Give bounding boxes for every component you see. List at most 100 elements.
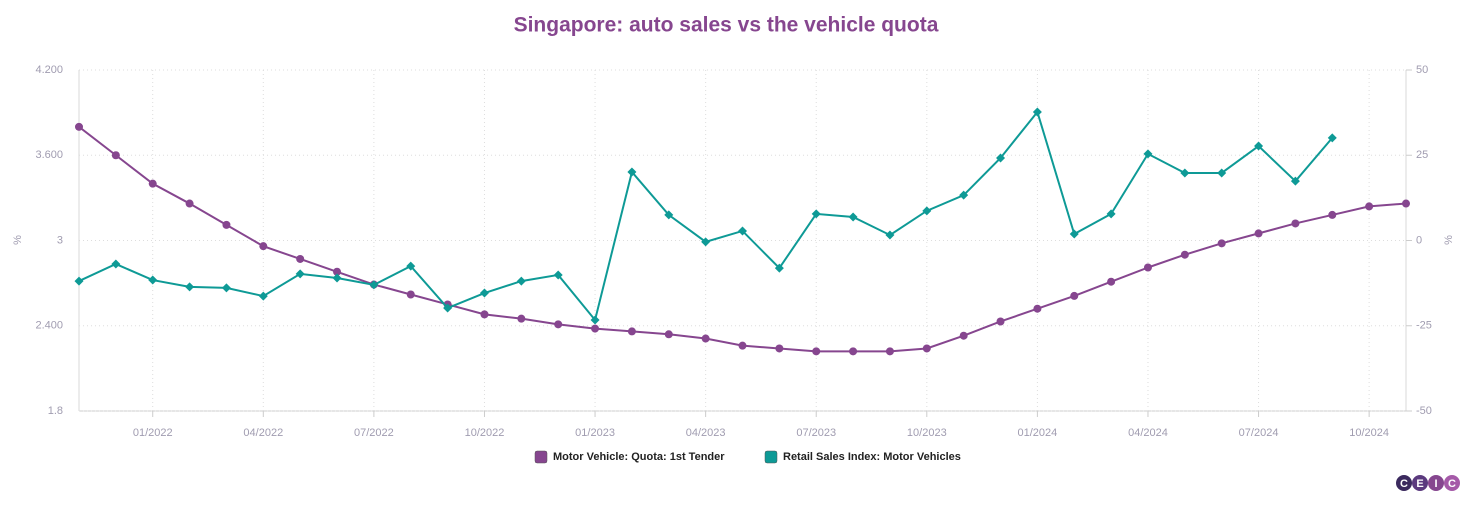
legend-swatch (764, 450, 778, 464)
data-point (1069, 229, 1079, 239)
data-point (111, 151, 120, 160)
logo-letter: I (1434, 478, 1437, 490)
data-point (774, 263, 784, 273)
data-point (516, 276, 526, 286)
series-line (78, 126, 1407, 353)
data-point (1180, 168, 1190, 178)
data-point (1290, 176, 1300, 186)
data-point (1032, 107, 1042, 117)
y2-axis-label: % (1443, 235, 1455, 245)
y-axis-label: % (12, 235, 24, 245)
data-point (148, 275, 158, 285)
data-point (701, 237, 711, 247)
data-point (1254, 229, 1263, 238)
x-tick-label: 04/2023 (686, 427, 726, 439)
data-point (738, 341, 747, 350)
y2-tick-label: -50 (1416, 405, 1432, 417)
data-point (553, 270, 563, 280)
logo-letter: E (1416, 478, 1423, 490)
data-point (775, 344, 784, 353)
x-tick-label: 04/2024 (1128, 427, 1168, 439)
data-point (1106, 209, 1116, 219)
x-tick-label: 01/2024 (1018, 427, 1058, 439)
data-point (185, 199, 194, 208)
data-point (148, 179, 157, 188)
y2-tick-label: 25 (1416, 149, 1428, 161)
logo-dot (1412, 475, 1428, 491)
series-line (78, 109, 1334, 323)
data-point (590, 315, 600, 325)
data-point (517, 314, 526, 323)
data-point (1365, 202, 1374, 211)
data-point (1327, 133, 1337, 143)
data-point (627, 327, 636, 336)
x-tick-label: 04/2022 (243, 427, 283, 439)
y-tick-label: 4.200 (35, 64, 63, 76)
data-point (554, 320, 563, 329)
data-point (848, 212, 858, 222)
x-tick-label: 01/2022 (133, 427, 173, 439)
data-point (406, 261, 416, 271)
data-point (959, 331, 968, 340)
data-point (222, 220, 231, 229)
data-point (369, 280, 379, 290)
x-tick-label: 07/2024 (1239, 427, 1279, 439)
data-point (922, 344, 931, 353)
data-point (1217, 239, 1226, 248)
chart-title: Singapore: auto sales vs the vehicle quo… (514, 14, 939, 37)
data-point (664, 330, 673, 339)
data-point (111, 259, 121, 269)
legend-item: Retail Sales Index: Motor Vehicles (764, 450, 961, 464)
data-point (74, 276, 84, 286)
data-point (296, 254, 305, 263)
data-point (885, 230, 895, 240)
logo-letter: C (1448, 478, 1456, 490)
data-point (738, 226, 747, 236)
logo-dot (1444, 475, 1460, 491)
y-tick-label: 2.400 (35, 320, 63, 332)
data-point (75, 122, 83, 131)
x-tick-label: 07/2023 (796, 427, 836, 439)
data-point (959, 190, 969, 200)
legend-item: Motor Vehicle: Quota: 1st Tender (534, 450, 725, 464)
data-point (1217, 168, 1227, 178)
data-point (333, 267, 342, 276)
legend-label: Retail Sales Index: Motor Vehicles (783, 451, 961, 463)
data-point (259, 242, 268, 251)
data-point (996, 153, 1006, 163)
data-point (812, 347, 821, 356)
data-point (443, 303, 453, 313)
x-tick-label: 07/2022 (354, 427, 394, 439)
y2-tick-label: 0 (1416, 234, 1422, 246)
data-point (701, 334, 710, 343)
data-point (295, 269, 305, 279)
data-point (1254, 141, 1264, 151)
legend-label: Motor Vehicle: Quota: 1st Tender (553, 451, 725, 463)
y-tick-label: 3.600 (35, 149, 63, 161)
y2-tick-label: -25 (1416, 320, 1432, 332)
x-tick-label: 01/2023 (575, 427, 615, 439)
x-tick-label: 10/2024 (1349, 427, 1389, 439)
y2-tick-label: 50 (1416, 64, 1428, 76)
y-tick-label: 3 (57, 234, 63, 246)
data-point (480, 310, 489, 319)
data-point (258, 291, 268, 301)
data-point (885, 347, 894, 356)
data-point (185, 282, 195, 292)
data-point (1143, 149, 1153, 159)
data-point (479, 288, 489, 298)
data-point (1328, 210, 1337, 219)
data-point (627, 167, 637, 177)
data-point (1402, 199, 1410, 208)
data-point (221, 283, 231, 293)
x-tick-label: 10/2023 (907, 427, 947, 439)
data-point (1070, 291, 1079, 300)
legend-swatch (534, 450, 548, 464)
y-tick-label: 1.8 (48, 405, 63, 417)
data-point (664, 210, 674, 220)
data-point (1143, 263, 1152, 272)
data-point (922, 206, 932, 216)
logo-dot (1396, 475, 1412, 491)
